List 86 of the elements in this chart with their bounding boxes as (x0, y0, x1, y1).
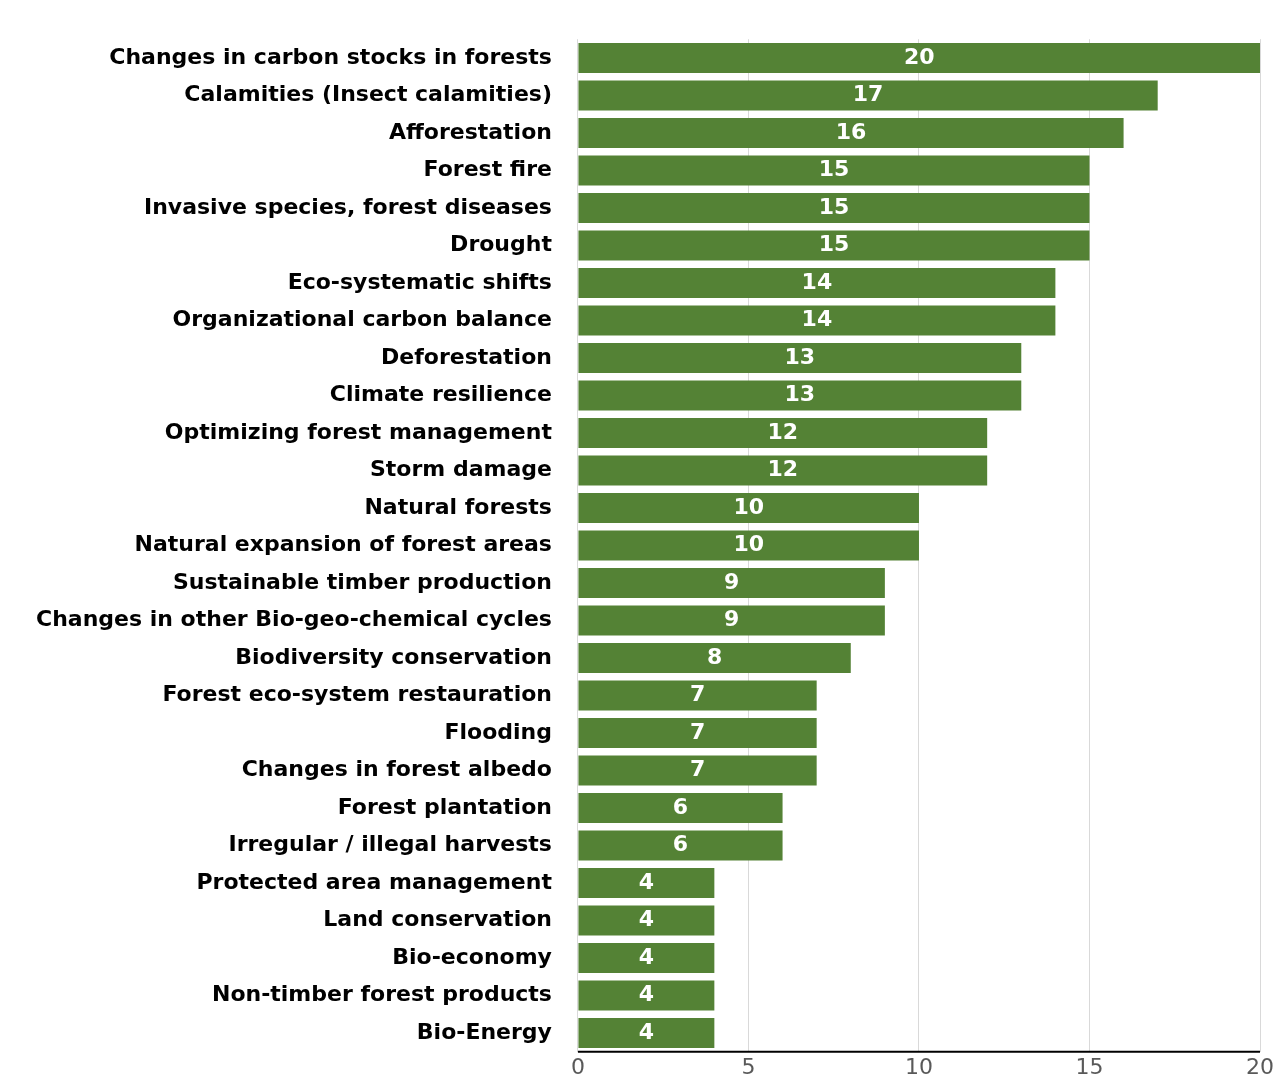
bar (578, 905, 715, 936)
data-label: 16 (835, 118, 867, 144)
data-label: 12 (767, 418, 799, 444)
data-label: 4 (638, 1018, 655, 1044)
x-tick-label: 5 (741, 1053, 756, 1079)
y-tick-label: Forest eco-system restauration (162, 681, 552, 707)
data-label: 20 (903, 43, 935, 69)
bar (578, 417, 988, 448)
y-tick-label: Drought (450, 231, 553, 257)
y-tick-label: Biodiversity conservation (235, 643, 552, 669)
bar (578, 868, 715, 899)
data-label: 10 (733, 493, 765, 519)
y-tick-label: Invasive species, forest diseases (143, 193, 552, 219)
data-label: 6 (672, 831, 689, 857)
bar (578, 230, 1090, 261)
bar (578, 267, 1056, 298)
bar (578, 1018, 715, 1049)
y-tick-label: Afforestation (388, 118, 552, 144)
data-label: 15 (818, 231, 850, 257)
x-tick-label: 10 (904, 1053, 933, 1079)
bar (578, 793, 783, 824)
bar (578, 755, 817, 786)
bar (578, 568, 885, 599)
data-label: 14 (801, 268, 833, 294)
bar (578, 342, 1022, 373)
data-label: 6 (672, 793, 689, 819)
bar (578, 455, 988, 486)
y-tick-label: Calamities (Insect calamities) (184, 81, 552, 107)
bar (578, 155, 1090, 186)
bar (578, 943, 715, 974)
y-tick-label: Natural forests (364, 493, 552, 519)
y-tick-label: Bio-economy (392, 943, 552, 969)
y-tick-label: Changes in other Bio-geo-chemical cycles (35, 606, 552, 632)
x-tick-label: 0 (570, 1053, 585, 1079)
bar (578, 980, 715, 1011)
bar (578, 718, 817, 749)
y-tick-label: Climate resilience (329, 381, 552, 407)
data-label: 10 (733, 531, 765, 557)
y-tick-label: Irregular / illegal harvests (228, 831, 552, 857)
bar (578, 42, 1260, 73)
y-tick-label: Non-timber forest products (211, 981, 552, 1007)
data-label: 4 (638, 981, 655, 1007)
bar (578, 493, 919, 523)
bar (578, 605, 885, 636)
y-tick-label: Changes in forest albedo (241, 756, 552, 782)
y-tick-label: Natural expansion of forest areas (134, 531, 552, 557)
bar (578, 117, 1124, 148)
data-label: 13 (784, 343, 816, 369)
data-label: 9 (724, 568, 740, 594)
x-tick-label: 20 (1246, 1053, 1274, 1079)
bar (578, 380, 1022, 411)
x-tick-label: 15 (1075, 1053, 1104, 1079)
y-tick-label: Organizational carbon balance (172, 306, 552, 332)
bar (578, 80, 1158, 111)
bar (578, 680, 817, 711)
data-label: 9 (724, 606, 740, 632)
data-label: 12 (767, 456, 799, 482)
y-tick-label: Eco-systematic shifts (287, 268, 552, 294)
y-tick-label: Land conservation (323, 906, 552, 932)
data-label: 7 (689, 756, 706, 782)
bar (578, 192, 1090, 223)
y-tick-label: Protected area management (196, 868, 553, 894)
y-tick-label: Sustainable timber production (172, 568, 552, 594)
data-label: 4 (638, 943, 655, 969)
data-label: 17 (852, 81, 884, 107)
bar (578, 830, 783, 861)
data-label: 8 (706, 643, 723, 669)
bar (578, 305, 1056, 336)
data-label: 13 (784, 381, 816, 407)
y-tick-label: Forest plantation (337, 793, 552, 819)
y-tick-label: Forest fire (423, 156, 552, 182)
y-tick-label: Deforestation (381, 343, 552, 369)
bar (578, 530, 919, 561)
data-label: 7 (689, 718, 706, 744)
y-tick-label: Bio-Energy (416, 1018, 552, 1044)
data-label: 4 (638, 906, 655, 932)
bar (578, 643, 851, 674)
y-tick-label: Optimizing forest management (164, 418, 553, 444)
data-label: 14 (801, 306, 833, 332)
y-tick-label: Flooding (444, 718, 552, 744)
data-label: 4 (638, 868, 655, 894)
y-tick-label: Storm damage (369, 456, 552, 482)
data-label: 15 (818, 193, 850, 219)
data-label: 15 (818, 156, 850, 182)
data-label: 7 (689, 681, 706, 707)
y-tick-label: Changes in carbon stocks in forests (109, 43, 552, 69)
